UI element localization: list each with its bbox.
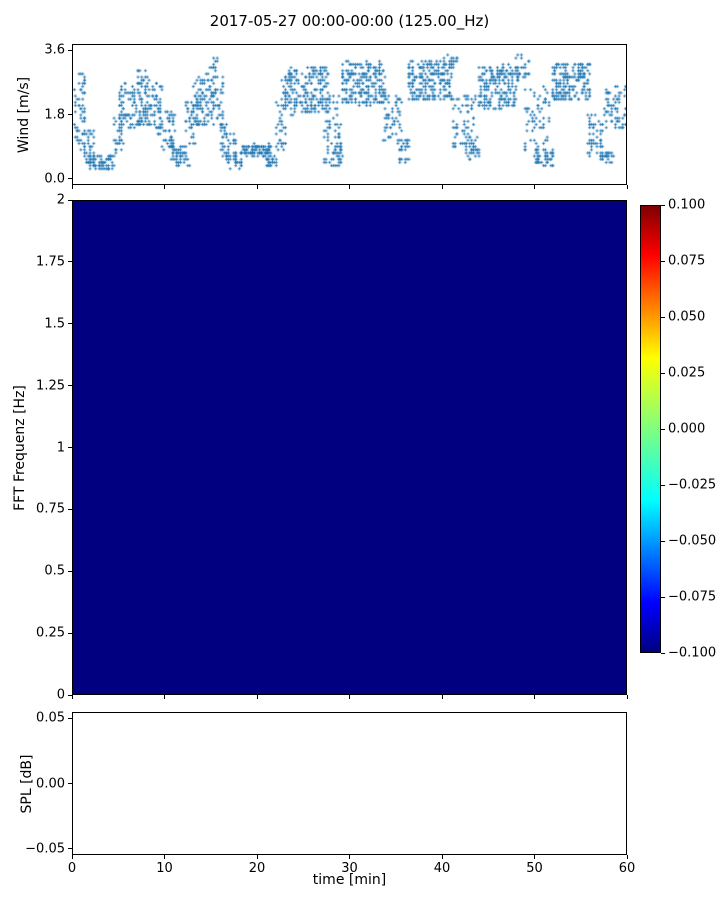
tick-mark <box>68 447 72 448</box>
tick-mark <box>68 49 72 51</box>
tick-mark <box>661 316 665 318</box>
tick-mark <box>71 855 73 859</box>
left-tick-label: 1.8 <box>44 107 65 122</box>
tick-mark <box>534 185 535 189</box>
left-tick-label: 0.00 <box>36 776 65 791</box>
colorbar <box>640 205 661 653</box>
tick-mark <box>534 695 535 699</box>
tick-mark <box>68 323 72 325</box>
tick-mark <box>349 695 350 699</box>
tick-mark <box>68 178 72 180</box>
tick-mark <box>441 185 443 189</box>
tick-mark <box>661 204 665 206</box>
tick-mark <box>68 848 72 850</box>
left-tick-label: 0 <box>56 687 65 703</box>
tick-mark <box>164 695 165 699</box>
right-tick-label: −0.050 <box>668 533 717 549</box>
bottom-tick-label: 20 <box>248 861 266 876</box>
tick-mark <box>68 508 72 510</box>
tick-mark <box>441 855 443 859</box>
bottom-tick-label: 40 <box>433 861 451 876</box>
left-tick-label: 0.5 <box>44 563 65 579</box>
right-tick-label: 0.075 <box>668 253 706 269</box>
tick-mark <box>626 695 628 699</box>
tick-mark <box>71 185 73 189</box>
tick-mark <box>661 540 665 542</box>
left-tick-label: 0.0 <box>44 171 65 187</box>
right-tick-label: 0.025 <box>668 365 706 381</box>
tick-mark <box>661 428 665 430</box>
spl-y-axis-label: SPL [dB] <box>19 754 35 813</box>
right-tick-label: 0.000 <box>668 421 706 437</box>
figure-title: 2017-05-27 00:00-00:00 (125.00_Hz) <box>209 12 490 30</box>
tick-mark <box>626 855 628 859</box>
right-tick-label: −0.075 <box>668 589 717 605</box>
left-tick-label: 0.05 <box>36 710 65 726</box>
tick-mark <box>71 695 73 699</box>
tick-mark <box>164 185 165 189</box>
fft-spectrogram-plot <box>72 200 627 695</box>
wind-scatter-plot <box>72 44 627 185</box>
tick-mark <box>68 717 72 719</box>
tick-mark <box>441 695 443 699</box>
fft-y-axis-label: FFT Frequenz [Hz] <box>12 384 28 511</box>
bottom-tick-label: 50 <box>526 861 543 876</box>
tick-mark <box>68 261 72 263</box>
tick-mark <box>256 185 258 189</box>
tick-mark <box>68 385 72 387</box>
tick-mark <box>68 114 72 115</box>
right-tick-label: −0.100 <box>668 645 717 661</box>
right-tick-label: −0.025 <box>668 477 717 493</box>
bottom-tick-label: 60 <box>618 861 636 876</box>
tick-mark <box>68 632 72 634</box>
tick-mark <box>68 199 72 201</box>
tick-mark <box>68 694 72 696</box>
tick-mark <box>256 695 258 699</box>
tick-mark <box>661 652 665 654</box>
tick-mark <box>164 855 165 859</box>
tick-mark <box>68 783 72 784</box>
wind-scatter-canvas <box>73 45 626 184</box>
tick-mark <box>349 855 350 859</box>
right-tick-label: 0.100 <box>668 197 706 213</box>
tick-mark <box>661 484 665 486</box>
bottom-tick-label: 0 <box>67 861 77 876</box>
tick-mark <box>349 185 350 189</box>
bottom-tick-label: 30 <box>341 861 358 876</box>
left-tick-label: 0.25 <box>36 625 65 641</box>
tick-mark <box>661 260 665 262</box>
tick-mark <box>661 372 665 374</box>
tick-mark <box>68 570 72 572</box>
left-tick-label: 1.5 <box>44 316 65 332</box>
spl-plot <box>72 712 627 855</box>
tick-mark <box>626 185 628 189</box>
bottom-tick-label: 10 <box>156 861 173 876</box>
left-tick-label: 2 <box>56 192 65 208</box>
left-tick-label: 0.75 <box>36 501 65 517</box>
right-tick-label: 0.050 <box>668 309 706 325</box>
tick-mark <box>256 855 258 859</box>
tick-mark <box>661 596 665 598</box>
left-tick-label: 1.75 <box>36 254 65 270</box>
left-tick-label: 3.6 <box>44 42 65 58</box>
left-tick-label: 1.25 <box>36 378 65 394</box>
tick-mark <box>534 855 535 859</box>
left-tick-label: −0.05 <box>25 841 65 857</box>
x-axis-label: time [min] <box>312 872 387 888</box>
wind-y-axis-label: Wind [m/s] <box>16 76 32 153</box>
left-tick-label: 1 <box>56 440 65 455</box>
